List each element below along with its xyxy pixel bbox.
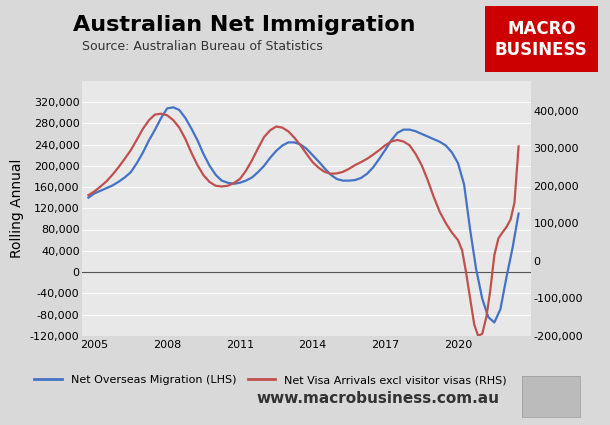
Net Overseas Migration (LHS) [382,147,389,153]
Net Overseas Migration (LHS) [85,195,92,200]
Net Visa Arrivals excl visitor visas (RHS) [279,125,286,130]
Net Overseas Migration (LHS) [170,105,177,110]
Net Overseas Migration (LHS) [236,180,243,185]
Y-axis label: Rolling Annual: Rolling Annual [10,159,24,258]
Net Overseas Migration (LHS) [333,176,340,181]
Net Visa Arrivals excl visitor visas (RHS) [475,333,482,338]
Net Overseas Migration (LHS) [490,320,498,325]
Net Visa Arrivals excl visitor visas (RHS) [157,111,165,116]
Net Visa Arrivals excl visitor visas (RHS) [248,158,256,163]
Net Overseas Migration (LHS) [145,138,152,143]
Net Overseas Migration (LHS) [484,314,492,320]
Net Visa Arrivals excl visitor visas (RHS) [182,136,189,142]
Net Visa Arrivals excl visitor visas (RHS) [242,168,249,173]
Text: MACRO
BUSINESS: MACRO BUSINESS [495,20,588,59]
Line: Net Visa Arrivals excl visitor visas (RHS): Net Visa Arrivals excl visitor visas (RH… [88,114,518,336]
Text: www.macrobusiness.com.au: www.macrobusiness.com.au [257,391,500,406]
Text: Source: Australian Bureau of Statistics: Source: Australian Bureau of Statistics [82,40,323,54]
Net Visa Arrivals excl visitor visas (RHS) [85,193,92,198]
Net Visa Arrivals excl visitor visas (RHS) [291,135,298,140]
Net Overseas Migration (LHS) [515,211,522,216]
Net Overseas Migration (LHS) [364,171,371,176]
Text: Australian Net Immigration: Australian Net Immigration [73,15,415,35]
Net Visa Arrivals excl visitor visas (RHS) [515,144,522,149]
Line: Net Overseas Migration (LHS): Net Overseas Migration (LHS) [88,108,518,323]
Net Visa Arrivals excl visitor visas (RHS) [345,166,353,171]
Legend: Net Overseas Migration (LHS), Net Visa Arrivals excl visitor visas (RHS): Net Overseas Migration (LHS), Net Visa A… [30,371,511,390]
